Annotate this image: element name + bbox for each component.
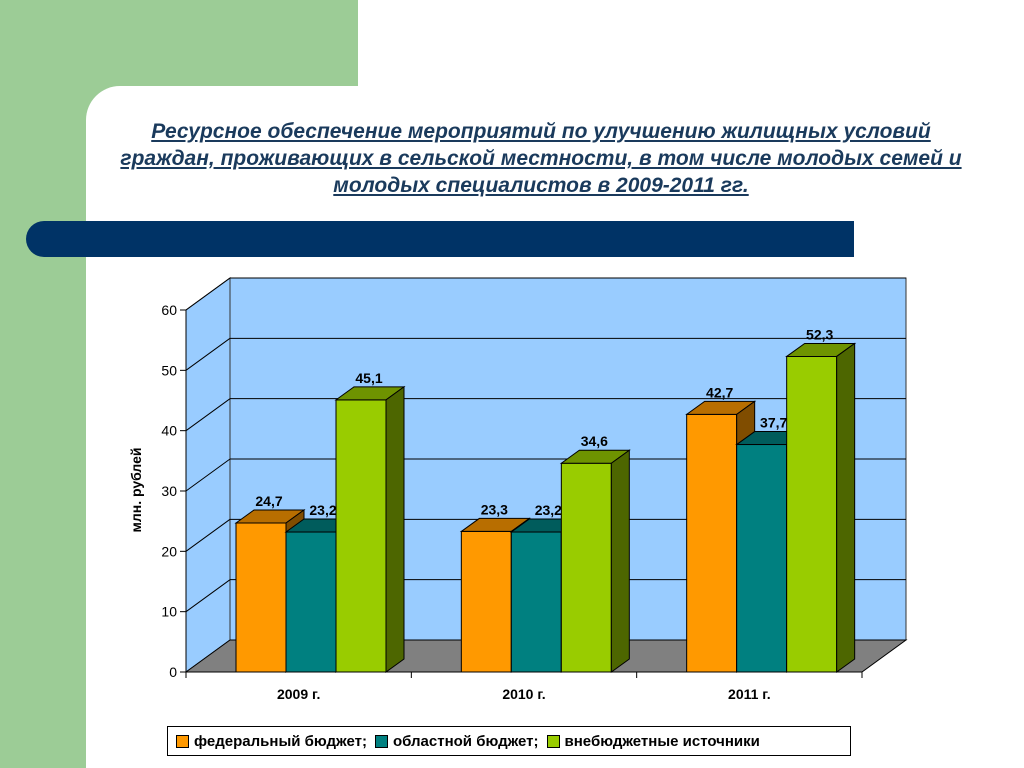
bar-1-1 [510,531,562,673]
legend-swatch-regional [374,734,388,748]
data-label-1-1: 23,2 [535,502,562,518]
legend-swatch-federal [176,734,189,748]
bar-side-2-2 [836,342,856,673]
chart-legend: федеральный бюджет; областной бюджет; вн… [167,726,851,756]
bar-1-0 [460,530,512,673]
x-tick-label-0: 2009 г. [277,686,320,702]
y-tick-label-3: 30 [161,483,177,499]
bar-2-0 [686,413,738,673]
y-tick-label-4: 40 [161,423,177,439]
data-label-0-1: 23,2 [309,502,336,518]
gridline-side-3 [185,458,231,492]
y-tick-label-0: 0 [169,664,177,680]
decorative-band [26,221,854,257]
bars [234,342,857,673]
data-label-2-1: 37,7 [760,415,787,431]
bar-0-1 [285,531,337,673]
y-tick-label-2: 20 [161,543,177,559]
y-tick-label-5: 50 [161,362,177,378]
bar-0-2 [335,399,387,673]
data-label-0-0: 24,7 [255,493,282,509]
y-axis-label: млн. рублей [128,447,144,532]
legend-item-extrabudget: внебюджетные источники [546,732,760,750]
y-axis: 0 10 20 30 40 50 60 [161,302,187,680]
data-label-1-2: 34,6 [581,433,608,449]
bar-2-1 [736,444,788,673]
gridline-side-5 [185,337,231,371]
x-tick-label-1: 2010 г. [502,686,545,702]
y-tick-label-6: 60 [161,302,177,318]
data-label-0-2: 45,1 [355,370,382,386]
data-label-2-0: 42,7 [706,384,733,400]
bar-1-2 [560,462,612,673]
x-tick-label-2: 2011 г. [728,686,771,702]
legend-label-extrabudget: внебюджетные источники [564,732,760,750]
legend-label-regional: областной бюджет; [392,732,539,750]
legend-swatch-extrabudget [546,734,560,748]
gridline-side-2 [185,518,231,552]
legend-label-federal: федеральный бюджет; [194,732,367,750]
data-label-2-2: 52,3 [806,326,833,342]
gridline-side-4 [185,398,231,432]
y-tick-label-1: 10 [161,604,177,620]
legend-item-regional: областной бюджет; [374,732,539,750]
slide-title: Ресурсное обеспечение мероприятий по улу… [120,120,962,197]
data-labels: 24,7 23,2 45,1 23,3 23,2 34,6 42,7 37,7 52,3 [255,326,833,518]
bar-2-2 [786,355,838,673]
x-axis: 2009 г. 2010 г. 2011 г. [185,671,863,702]
gridline-side-6 [185,277,231,311]
bar-side-1-2 [610,449,630,673]
bar-side-0-2 [385,385,405,673]
bar-0-0 [235,522,287,673]
data-label-1-0: 23,3 [481,501,508,517]
legend-item-federal: федеральный бюджет; [176,733,367,750]
gridline-side-1 [185,579,231,613]
